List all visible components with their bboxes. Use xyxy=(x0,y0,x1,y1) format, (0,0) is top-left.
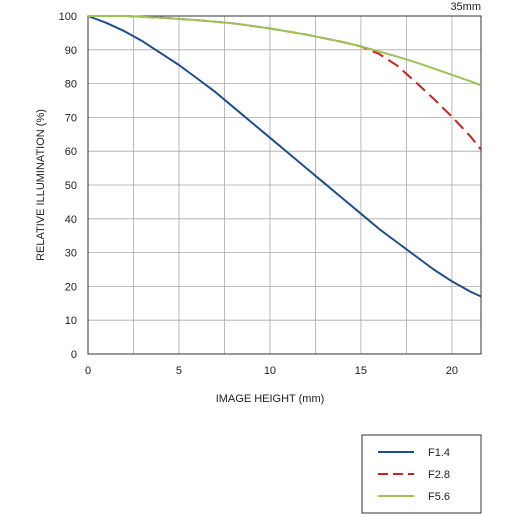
corner-label: 35mm xyxy=(450,1,481,13)
y-tick-label: 10 xyxy=(65,315,77,327)
x-tick-label: 15 xyxy=(355,365,367,377)
y-axis-ticks: 0 10 20 30 40 50 60 70 80 90 100 xyxy=(59,11,77,361)
y-tick-label: 70 xyxy=(65,112,77,124)
y-tick-label: 100 xyxy=(59,11,77,23)
y-tick-label: 0 xyxy=(71,349,77,361)
y-axis-label: RELATIVE ILLUMINATION (%) xyxy=(35,109,47,261)
y-tick-label: 50 xyxy=(65,180,77,192)
y-tick-label: 20 xyxy=(65,281,77,293)
x-tick-label: 20 xyxy=(446,365,458,377)
y-tick-label: 40 xyxy=(65,214,77,226)
x-tick-label: 10 xyxy=(264,365,276,377)
series-lines xyxy=(87,15,482,298)
legend-label-f2-8: F2.8 xyxy=(428,469,450,481)
x-axis-ticks: 0 5 10 15 20 xyxy=(85,365,458,377)
grid xyxy=(88,16,481,354)
series-line-f1-4 xyxy=(87,15,482,298)
x-axis-label: IMAGE HEIGHT (mm) xyxy=(216,393,325,405)
legend-label-f1-4: F1.4 xyxy=(428,447,450,459)
x-tick-label: 0 xyxy=(85,365,91,377)
y-tick-label: 60 xyxy=(65,146,77,158)
plot-frame xyxy=(87,15,482,355)
y-tick-label: 80 xyxy=(65,79,77,91)
legend-label-f5-6: F5.6 xyxy=(428,491,450,503)
x-tick-label: 5 xyxy=(176,365,182,377)
legend: F1.4 F2.8 F5.6 xyxy=(361,434,482,514)
y-tick-label: 90 xyxy=(65,45,77,57)
series-line-f5-6 xyxy=(88,15,482,87)
series-line-f2-8 xyxy=(88,15,482,151)
y-tick-label: 30 xyxy=(65,248,77,260)
